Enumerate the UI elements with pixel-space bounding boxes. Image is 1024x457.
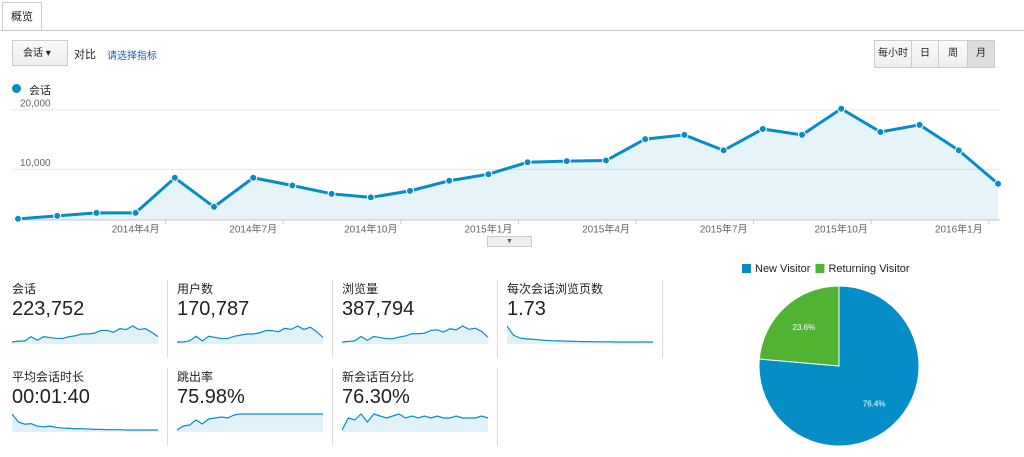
metric-card: 跳出率 75.98% bbox=[177, 368, 333, 446]
sparkline-line bbox=[507, 325, 653, 343]
metric-value: 75.98% bbox=[177, 386, 245, 408]
point bbox=[445, 176, 454, 185]
point bbox=[602, 156, 610, 165]
metric-value: 387,794 bbox=[342, 298, 415, 320]
point bbox=[288, 181, 297, 190]
point bbox=[210, 202, 218, 211]
point bbox=[562, 157, 571, 166]
point bbox=[758, 124, 767, 133]
y-tick-label: 10,000 bbox=[20, 158, 51, 169]
metric-card: 平均会话时长 00:01:40 bbox=[12, 368, 168, 446]
point bbox=[719, 146, 728, 155]
metric-label: 会话 bbox=[12, 282, 37, 296]
x-tick-label: 2014年10月 bbox=[344, 223, 397, 236]
x-tick-label: 2015年1月 bbox=[464, 223, 512, 236]
x-tick-label: 2014年7月 bbox=[229, 223, 277, 236]
point bbox=[798, 130, 806, 139]
sparkline bbox=[177, 325, 324, 344]
point bbox=[327, 189, 336, 198]
metric-value: 1.73 bbox=[507, 298, 546, 320]
metric-value: 76.30% bbox=[342, 386, 410, 408]
dropdown-label: 会话 bbox=[23, 48, 43, 59]
point bbox=[406, 186, 414, 195]
x-tick-label: 2015年4月 bbox=[582, 223, 630, 236]
legend-swatch bbox=[742, 264, 751, 273]
legend-dot bbox=[12, 84, 21, 93]
sparkline-area bbox=[177, 414, 323, 432]
y-tick-label: 20,000 bbox=[20, 99, 51, 110]
sparkline-area bbox=[342, 414, 488, 432]
divider bbox=[0, 30, 1024, 31]
sparkline bbox=[342, 325, 489, 344]
metric-value: 00:01:40 bbox=[12, 386, 90, 408]
sparkline bbox=[177, 413, 323, 432]
point bbox=[131, 208, 140, 217]
metric-card: 会话 223,752 bbox=[12, 280, 168, 358]
point bbox=[484, 170, 493, 179]
point bbox=[170, 173, 179, 182]
point bbox=[92, 208, 101, 217]
sparkline-line bbox=[177, 413, 323, 431]
point bbox=[915, 120, 924, 129]
line bbox=[17, 106, 999, 221]
point bbox=[249, 173, 258, 182]
sparkline bbox=[12, 413, 158, 432]
metric-card: 每次会话浏览页数 1.73 bbox=[507, 280, 663, 358]
point bbox=[366, 193, 375, 202]
tab[interactable]: 概览 bbox=[2, 2, 42, 31]
point bbox=[523, 158, 532, 167]
point bbox=[680, 130, 689, 139]
sparkline bbox=[342, 413, 489, 432]
metric-label: 每次会话浏览页数 bbox=[507, 282, 604, 296]
sparkline-area bbox=[12, 414, 158, 432]
sparkline-line bbox=[12, 325, 159, 343]
x-tick-label: 2014年4月 bbox=[112, 223, 160, 236]
sparkline-line bbox=[12, 413, 158, 431]
compare-label: 对比 bbox=[74, 49, 96, 61]
x-tick-label: 2016年1月 bbox=[935, 223, 983, 236]
legend-label: New Visitor bbox=[755, 263, 811, 275]
x-tick-label: 2015年7月 bbox=[700, 223, 748, 236]
metric-card: 用户数 170,787 bbox=[177, 280, 333, 358]
point bbox=[876, 127, 885, 136]
point bbox=[994, 179, 1002, 188]
granularity-button[interactable]: 周 bbox=[938, 40, 968, 68]
sparkline bbox=[12, 325, 159, 344]
sparkline-line bbox=[177, 325, 324, 343]
metric-label: 用户数 bbox=[177, 282, 214, 296]
metric-value: 223,752 bbox=[12, 298, 85, 320]
expand-handle[interactable]: ▼ bbox=[487, 236, 532, 247]
metric-label: 跳出率 bbox=[177, 370, 214, 384]
sparkline-line bbox=[342, 325, 489, 343]
metric-label: 平均会话时长 bbox=[12, 370, 85, 384]
sparkline-area bbox=[12, 326, 158, 344]
slice-label: 76.4% bbox=[863, 399, 886, 408]
point bbox=[954, 146, 963, 155]
legend-label: Returning Visitor bbox=[828, 263, 909, 275]
sparkline-line bbox=[342, 413, 489, 431]
metric-label: 新会话百分比 bbox=[342, 370, 415, 384]
metric-card: 新会话百分比 76.30% bbox=[342, 368, 498, 446]
metric-label: 浏览量 bbox=[342, 282, 379, 296]
sparkline-area bbox=[342, 326, 488, 344]
x-tick-label: 2015年10月 bbox=[815, 223, 868, 236]
granularity-button[interactable]: 月 bbox=[967, 40, 995, 68]
point bbox=[837, 104, 846, 113]
select-metric-link[interactable]: 请选择指标 bbox=[107, 51, 157, 62]
point bbox=[641, 135, 650, 144]
legend-label: 会话 bbox=[29, 85, 51, 97]
legend-swatch bbox=[815, 264, 825, 273]
area bbox=[18, 108, 998, 220]
metric-value: 170,787 bbox=[177, 298, 250, 320]
metric-card: 浏览量 387,794 bbox=[342, 280, 498, 358]
sparkline bbox=[507, 325, 653, 344]
point bbox=[14, 214, 22, 223]
metric-dropdown[interactable]: 会话 ▾ bbox=[12, 40, 68, 66]
slice-label: 23.6% bbox=[793, 323, 816, 332]
point bbox=[53, 211, 62, 220]
pie-slice bbox=[758, 285, 840, 367]
sparkline-area bbox=[177, 326, 323, 344]
